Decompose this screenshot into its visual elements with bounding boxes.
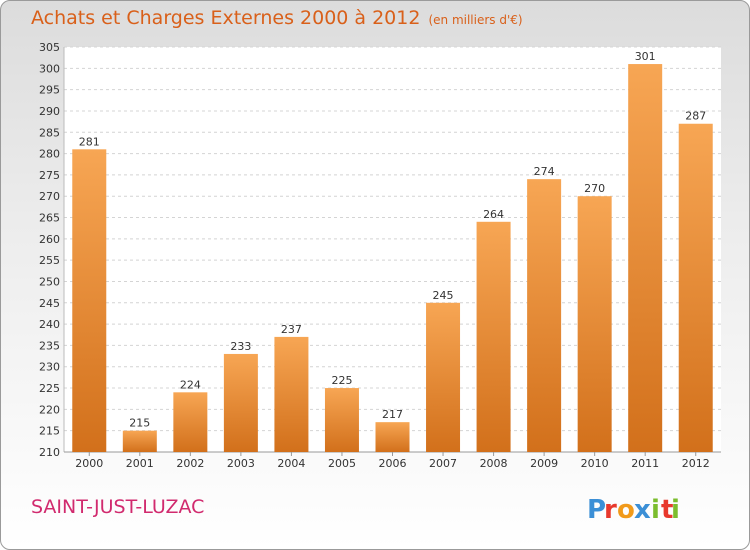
bar bbox=[577, 196, 612, 452]
logo-letter: i bbox=[671, 495, 680, 525]
y-tick-label: 275 bbox=[39, 169, 60, 182]
logo-letter: i bbox=[651, 495, 660, 525]
x-tick-label: 2012 bbox=[682, 457, 710, 470]
y-tick-label: 270 bbox=[39, 190, 60, 203]
x-tick-label: 2007 bbox=[429, 457, 457, 470]
bar bbox=[476, 221, 511, 452]
y-tick-label: 225 bbox=[39, 382, 60, 395]
data-label: 270 bbox=[584, 182, 605, 195]
logo-letter: r bbox=[604, 495, 617, 525]
data-label: 233 bbox=[230, 340, 251, 353]
bar bbox=[375, 422, 410, 452]
bar bbox=[628, 64, 663, 453]
y-tick-label: 285 bbox=[39, 126, 60, 139]
bars-group bbox=[72, 64, 713, 453]
y-tick-label: 295 bbox=[39, 84, 60, 97]
bar bbox=[678, 123, 713, 452]
data-label: 215 bbox=[129, 417, 150, 430]
bar bbox=[324, 388, 359, 452]
x-tick-label: 2011 bbox=[631, 457, 659, 470]
y-tick-label: 220 bbox=[39, 403, 60, 416]
bar bbox=[527, 179, 562, 452]
bar bbox=[426, 302, 461, 452]
y-tick-label: 290 bbox=[39, 105, 60, 118]
y-tick-label: 215 bbox=[39, 425, 60, 438]
x-tick-label: 2010 bbox=[581, 457, 609, 470]
x-tick-label: 2008 bbox=[480, 457, 508, 470]
chart-title: Achats et Charges Externes 2000 à 2012 (e… bbox=[31, 7, 523, 29]
data-label: 225 bbox=[331, 374, 352, 387]
bar bbox=[274, 336, 309, 452]
y-tick-label: 250 bbox=[39, 275, 60, 288]
bar bbox=[72, 149, 107, 452]
x-tick-label: 2009 bbox=[530, 457, 558, 470]
y-tick-label: 260 bbox=[39, 233, 60, 246]
data-label: 274 bbox=[534, 165, 555, 178]
y-tick-label: 240 bbox=[39, 318, 60, 331]
y-tick-label: 255 bbox=[39, 254, 60, 267]
x-tick-label: 2003 bbox=[227, 457, 255, 470]
bar bbox=[223, 353, 258, 452]
x-tick-label: 2002 bbox=[176, 457, 204, 470]
chart-title-text: Achats et Charges Externes 2000 à 2012 bbox=[31, 7, 421, 29]
y-tick-label: 305 bbox=[39, 41, 60, 54]
x-tick-label: 2006 bbox=[379, 457, 407, 470]
y-tick-label: 210 bbox=[39, 446, 60, 459]
data-label: 237 bbox=[281, 323, 302, 336]
data-label: 287 bbox=[685, 110, 706, 123]
data-labels: 281 215 224 233 237 225 217 245 264 274 270 301 287 bbox=[79, 50, 706, 430]
bar bbox=[122, 430, 157, 452]
proxiti-logo: Pr o x i ti bbox=[587, 495, 680, 525]
chart-subtitle: (en milliers d'€) bbox=[428, 13, 523, 27]
data-label: 264 bbox=[483, 208, 504, 221]
data-label: 301 bbox=[635, 50, 656, 63]
y-tick-label: 265 bbox=[39, 212, 60, 225]
logo-letter: x bbox=[634, 495, 651, 525]
tick-labels: 2102152202252302352402452502552602652702… bbox=[39, 41, 710, 470]
x-tick-label: 2005 bbox=[328, 457, 356, 470]
y-tick-label: 300 bbox=[39, 62, 60, 75]
plot-area bbox=[64, 47, 721, 452]
data-label: 281 bbox=[79, 135, 100, 148]
data-label: 224 bbox=[180, 378, 201, 391]
commune-name: SAINT-JUST-LUZAC bbox=[31, 496, 205, 518]
x-tick-label: 2004 bbox=[277, 457, 305, 470]
logo-letter: t bbox=[661, 495, 673, 525]
logo-letter: P bbox=[587, 495, 606, 525]
y-tick-label: 245 bbox=[39, 297, 60, 310]
bar bbox=[173, 392, 208, 452]
x-tick-label: 2001 bbox=[126, 457, 154, 470]
y-tick-label: 280 bbox=[39, 148, 60, 161]
y-tick-label: 230 bbox=[39, 361, 60, 374]
data-label: 217 bbox=[382, 408, 403, 421]
data-label: 245 bbox=[433, 289, 454, 302]
y-tick-label: 235 bbox=[39, 339, 60, 352]
x-tick-label: 2000 bbox=[75, 457, 103, 470]
logo-letter: o bbox=[617, 495, 635, 525]
